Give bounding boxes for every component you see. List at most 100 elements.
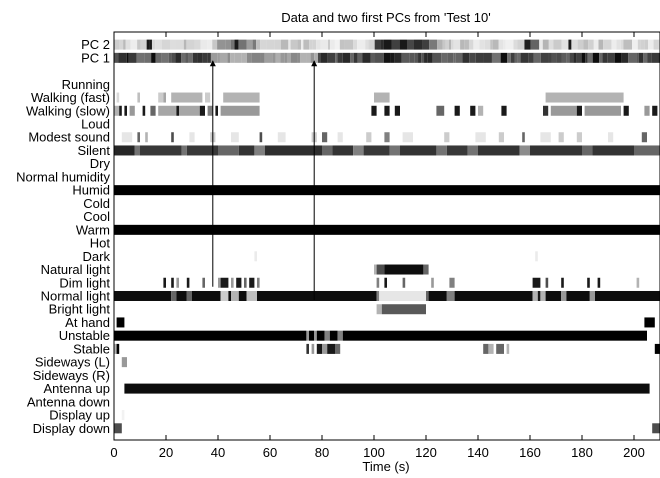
heatmap-cell <box>566 290 590 301</box>
heatmap-cell <box>384 105 390 116</box>
heatmap-cell <box>251 52 261 63</box>
heatmap-cell <box>223 92 260 103</box>
heatmap-cell <box>116 343 120 354</box>
heatmap-cell <box>280 52 285 63</box>
heatmap-cell <box>137 39 141 50</box>
heatmap-cell <box>114 145 135 156</box>
heatmap-cell <box>254 251 257 262</box>
heatmap-cell <box>357 39 366 50</box>
heatmap-cell <box>460 39 465 50</box>
heatmap-cell <box>391 39 400 50</box>
heatmap-cell <box>322 343 328 354</box>
heatmap-cell <box>530 39 540 50</box>
heatmap-cell <box>332 145 354 156</box>
heatmap-cell <box>220 290 229 301</box>
heatmap-cell <box>257 277 260 288</box>
heatmap-cell <box>402 277 406 288</box>
heatmap-cell <box>409 52 415 63</box>
heatmap-cell <box>589 290 595 301</box>
row-label: Cool <box>83 209 110 224</box>
row-label: Display up <box>49 408 110 423</box>
heatmap-cell <box>210 52 218 63</box>
heatmap-cell <box>188 52 193 63</box>
heatmap-cell <box>652 105 658 116</box>
heatmap-cell <box>227 52 231 63</box>
heatmap-cell <box>238 290 247 301</box>
heatmap-cell <box>207 52 211 63</box>
heatmap-cell <box>330 39 335 50</box>
heatmap-cell <box>121 357 127 368</box>
heatmap-cell <box>539 39 543 50</box>
heatmap-cell <box>316 39 321 50</box>
heatmap-cell <box>151 52 156 63</box>
heatmap-cell <box>200 39 208 50</box>
heatmap-cell <box>230 52 235 63</box>
heatmap-cell <box>453 39 461 50</box>
heatmap-cell <box>470 105 476 116</box>
row-label: Antenna up <box>43 381 110 396</box>
heatmap-cell <box>194 39 201 50</box>
heatmap-cell <box>479 39 485 50</box>
heatmap-cell <box>212 39 218 50</box>
heatmap-cell <box>121 410 125 421</box>
heatmap-cell <box>383 39 392 50</box>
heatmap-cell <box>644 105 650 116</box>
heatmap-cell <box>114 52 119 63</box>
heatmap-cell <box>125 39 131 50</box>
heatmap-cell <box>252 39 257 50</box>
heatmap-cell <box>603 39 612 50</box>
heatmap-cell <box>145 132 148 143</box>
heatmap-cell <box>236 277 242 288</box>
heatmap-cell <box>522 132 525 143</box>
heatmap-cell <box>353 145 364 156</box>
heatmap-cell <box>394 105 400 116</box>
heatmap-cell <box>371 105 377 116</box>
x-axis: 0 20 40 60 80 100 120 140 160 180 200 <box>110 32 645 460</box>
heatmap-cell <box>310 52 315 63</box>
heatmap-cell <box>542 39 549 50</box>
heatmap-cell <box>134 145 140 156</box>
heatmap-cell <box>357 52 363 63</box>
heatmap-cell <box>130 39 138 50</box>
row-label: Dark <box>83 249 111 264</box>
heatmap-cell <box>543 105 549 116</box>
heatmap-cell <box>568 39 572 50</box>
heatmap-cell <box>189 132 195 143</box>
heatmap-cell <box>136 52 145 63</box>
heatmap-cell <box>436 145 447 156</box>
heatmap-cell <box>428 290 447 301</box>
row-label: Normal humidity <box>16 169 110 184</box>
row-label: Hot <box>90 236 111 251</box>
heatmap-cell <box>370 52 376 63</box>
heatmap-cell <box>628 52 637 63</box>
heatmap-cell <box>608 132 614 143</box>
heatmap-cell <box>614 52 622 63</box>
heatmap-cell <box>114 423 122 434</box>
heatmap-cell <box>384 264 424 275</box>
heatmap-cell <box>353 39 358 50</box>
heatmap-cell <box>344 39 354 50</box>
heatmap-cell <box>506 343 510 354</box>
heatmap-cell <box>426 290 429 301</box>
heatmap-cell <box>576 52 582 63</box>
heatmap-cell <box>528 52 534 63</box>
heatmap-cell <box>225 39 231 50</box>
row-label: Sideways (L) <box>35 355 110 370</box>
heatmap-cell <box>179 105 200 116</box>
heatmap-cell <box>234 52 242 63</box>
heatmap-cell <box>475 132 486 143</box>
x-tick-label: 60 <box>263 445 277 460</box>
heatmap-cells <box>114 39 660 434</box>
heatmap-cell <box>514 52 518 63</box>
heatmap-cell <box>501 105 507 116</box>
heatmap-cell <box>654 343 660 354</box>
heatmap-cell <box>314 330 317 341</box>
heatmap-cell <box>488 343 494 354</box>
heatmap-cell <box>342 330 647 341</box>
x-tick-label: 180 <box>571 445 593 460</box>
heatmap-cell <box>161 52 169 63</box>
heatmap-cell <box>418 52 422 63</box>
x-tick-label: 140 <box>467 445 489 460</box>
heatmap-cell <box>455 52 463 63</box>
heatmap-cell <box>540 52 549 63</box>
